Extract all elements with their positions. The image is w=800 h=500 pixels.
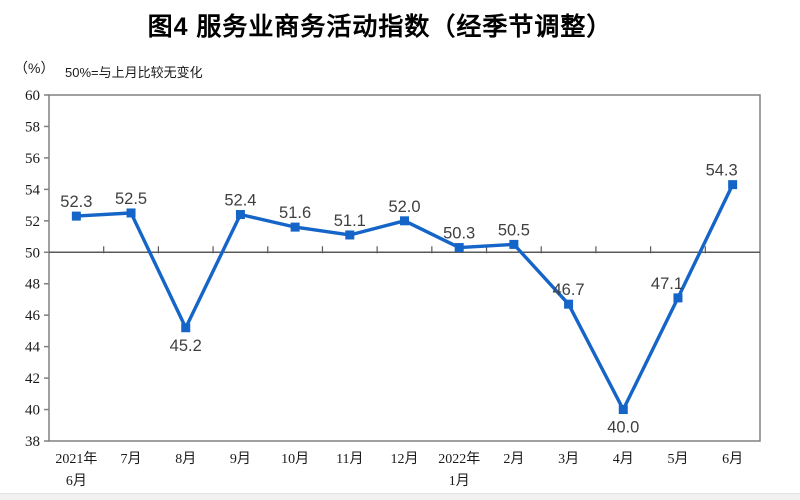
y-axis-tick-label: 52 (25, 214, 40, 230)
x-axis-category-label: 3月 (558, 451, 579, 467)
x-axis-category-label: 7月 (121, 451, 142, 467)
x-axis-category-label: 2022年 (438, 451, 480, 467)
data-point-label: 47.1 (651, 275, 683, 293)
data-point-label: 45.2 (170, 337, 202, 355)
data-point-marker (400, 216, 409, 226)
data-point-marker (71, 211, 81, 221)
y-axis-tick-label: 40 (25, 403, 40, 419)
page-bottom-strip (0, 493, 800, 500)
data-point-marker (728, 180, 738, 190)
y-axis-unit-label: （%） (14, 60, 55, 76)
y-axis-tick-label: 42 (25, 371, 40, 387)
data-point-marker (618, 405, 628, 415)
data-point-label: 52.5 (115, 190, 147, 208)
x-axis-category-label: 4月 (613, 451, 634, 467)
data-point-marker (454, 243, 464, 253)
y-axis-tick-label: 50 (25, 245, 40, 261)
data-point-label: 50.3 (443, 225, 475, 243)
data-point-label: 52.4 (224, 192, 256, 210)
y-axis-tick-label: 38 (25, 434, 40, 450)
data-point-label: 51.6 (279, 204, 311, 222)
data-point-marker (181, 323, 191, 333)
x-axis-category-label: 1月 (449, 473, 470, 489)
y-axis-tick-label: 44 (25, 340, 41, 356)
x-axis-category-label: 2021年 (55, 451, 97, 467)
data-point-label: 40.0 (607, 419, 639, 437)
data-point-label: 50.5 (498, 221, 530, 239)
y-axis-tick-label: 46 (25, 308, 41, 324)
x-axis-category-label: 6月 (722, 451, 743, 467)
x-axis-category-label: 11月 (336, 451, 363, 467)
x-axis-category-label: 6月 (66, 473, 87, 489)
data-point-marker (509, 239, 519, 249)
data-point-marker (126, 208, 136, 218)
data-point-marker (564, 299, 574, 309)
data-point-marker (345, 230, 355, 240)
x-axis-category-label: 8月 (175, 451, 196, 467)
data-point-label: 46.7 (553, 281, 585, 299)
data-point-marker (235, 210, 245, 220)
y-axis-tick-label: 58 (25, 119, 40, 135)
y-axis-tick-label: 60 (25, 88, 40, 104)
data-point-marker (290, 222, 300, 232)
y-axis-tick-label: 54 (25, 182, 41, 198)
y-axis-tick-label: 56 (25, 151, 41, 167)
reference-note: 50%=与上月比较无变化 (65, 65, 203, 80)
x-axis-category-label: 5月 (667, 451, 688, 467)
data-point-marker (673, 293, 683, 303)
data-point-label: 54.3 (706, 162, 738, 180)
plot-border (48, 94, 761, 442)
x-axis-category-label: 10月 (281, 451, 309, 467)
y-axis-tick-label: 48 (25, 277, 40, 293)
x-axis-category-label: 2月 (503, 451, 524, 467)
x-axis-category-label: 9月 (230, 451, 251, 467)
data-point-label: 51.1 (334, 212, 366, 230)
data-point-label: 52.3 (60, 193, 92, 211)
data-point-label: 52.0 (388, 198, 420, 216)
chart-title: 图4 服务业商务活动指数（经季节调整） (147, 13, 613, 41)
x-axis-category-label: 12月 (391, 451, 419, 467)
